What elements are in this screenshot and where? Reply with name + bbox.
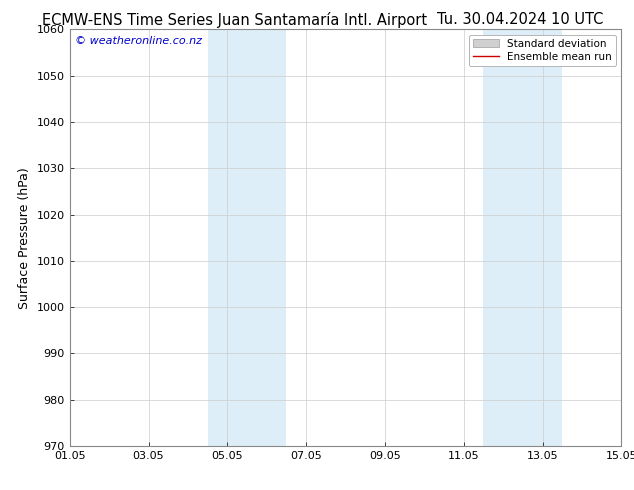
Text: Tu. 30.04.2024 10 UTC: Tu. 30.04.2024 10 UTC [437, 12, 603, 27]
Text: © weatheronline.co.nz: © weatheronline.co.nz [75, 36, 202, 46]
Legend: Standard deviation, Ensemble mean run: Standard deviation, Ensemble mean run [469, 35, 616, 66]
Bar [483, 29, 562, 446]
Text: ECMW-ENS Time Series Juan Santamaría Intl. Airport: ECMW-ENS Time Series Juan Santamaría Int… [42, 12, 427, 28]
Bar [207, 29, 287, 446]
Y-axis label: Surface Pressure (hPa): Surface Pressure (hPa) [18, 167, 31, 309]
